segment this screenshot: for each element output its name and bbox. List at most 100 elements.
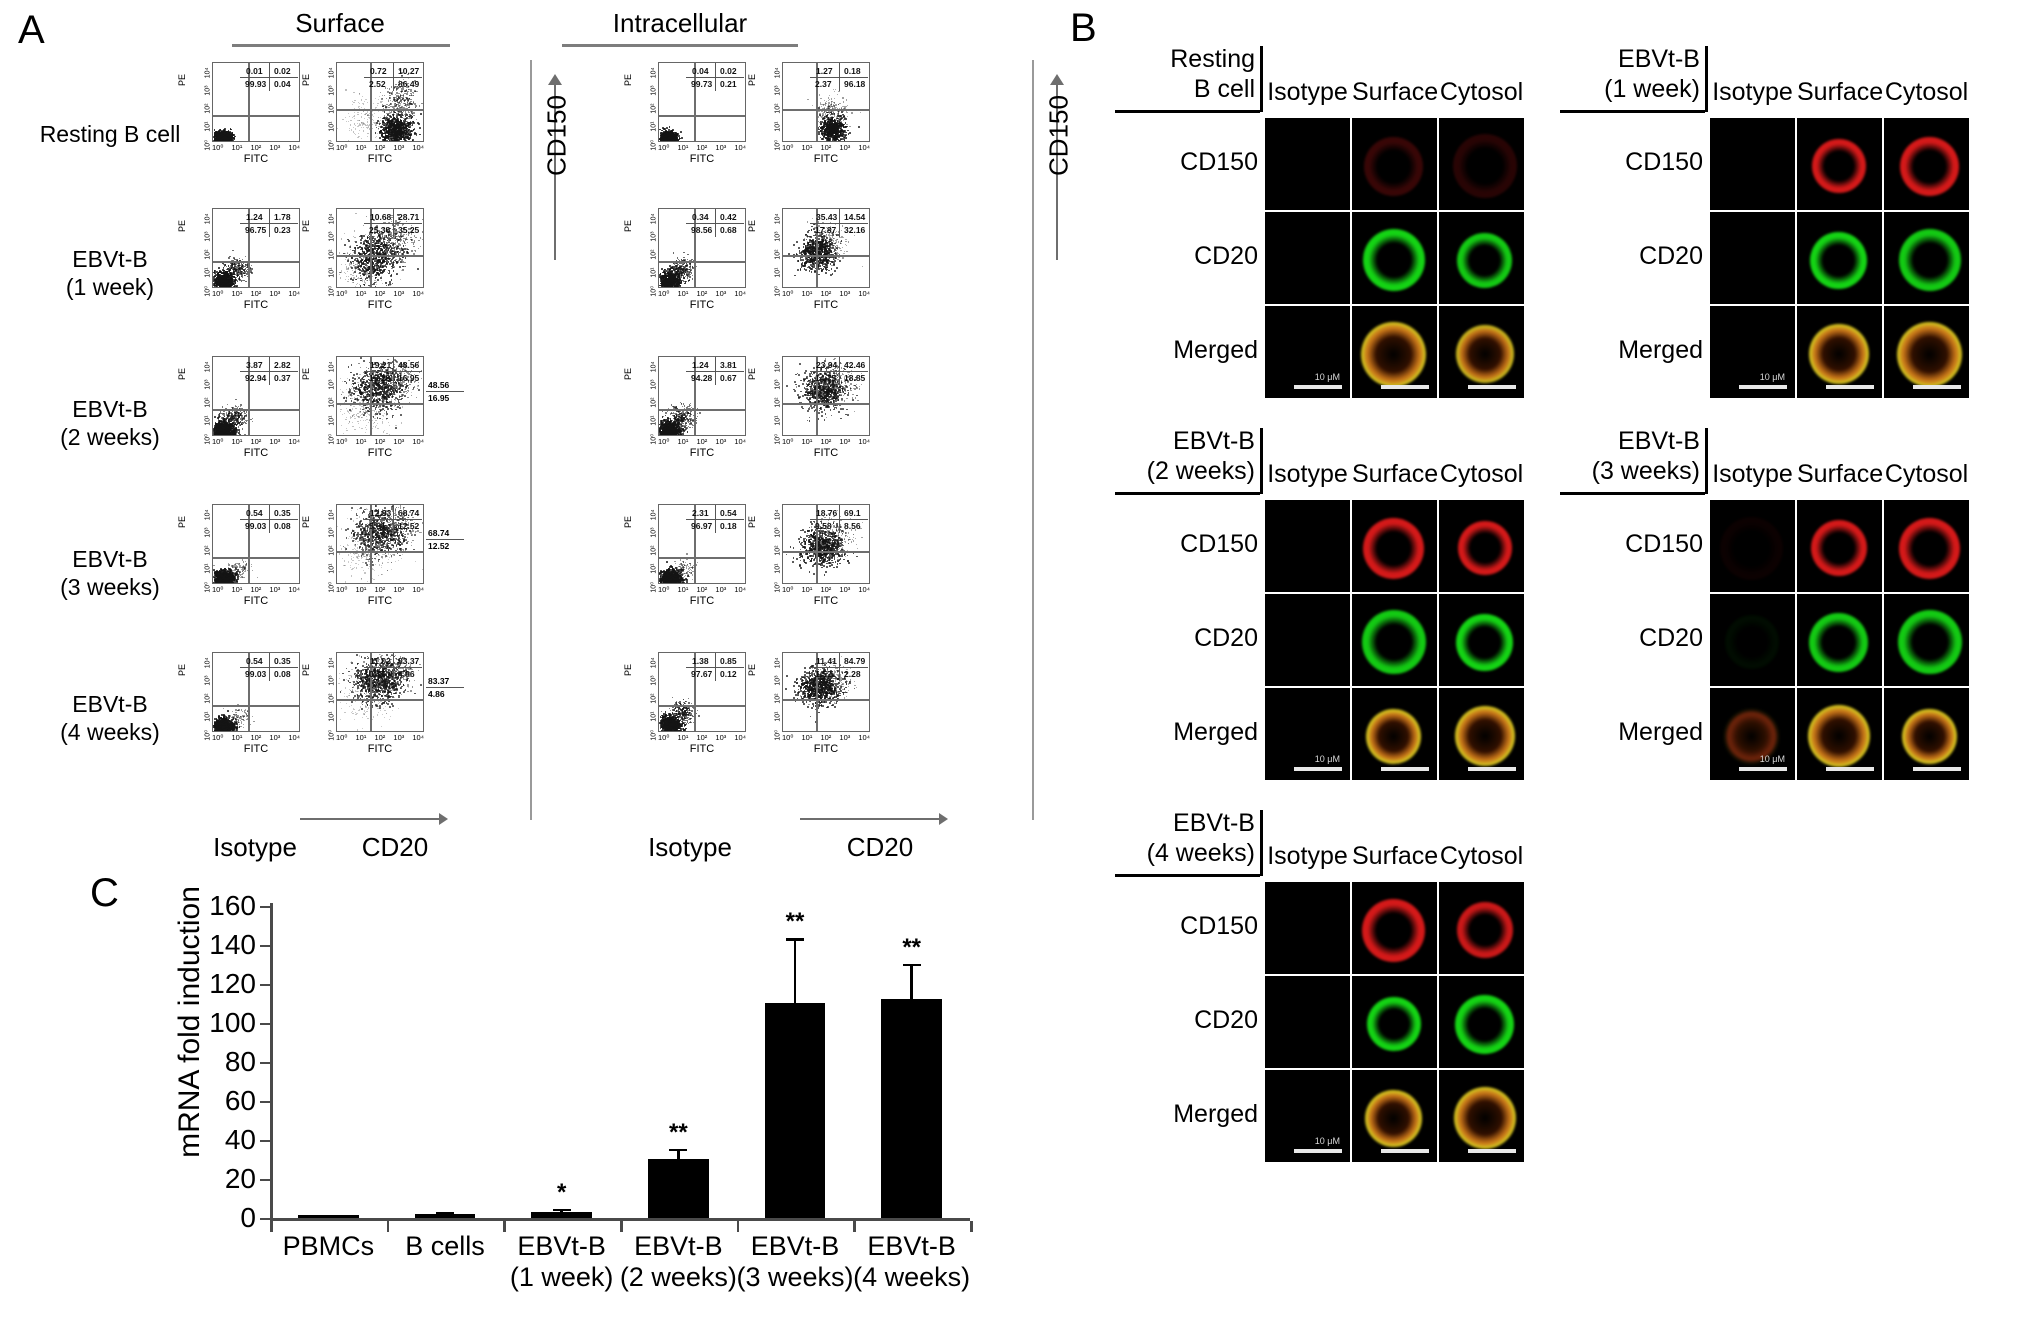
quad-num-vline [393,505,394,533]
flow-quadrant-hline [659,409,745,411]
quad-num-vline [393,209,394,237]
header-horizontal-rule [1115,110,1260,113]
scale-bar [1826,385,1874,389]
chart-x-category-line1: EBVt-B [832,1231,992,1262]
flow-quadrant-value-ul: 3.87 [246,360,263,370]
cell-fluorescence-blob [1898,610,1962,674]
flow-plot: PE 10⁰ 10¹ 10² 10³ 10⁴ 10⁰ 10¹ 10² 10³ 10⁴ FITC 1.27… [756,58,874,166]
flow-y-ticks: 10⁰ 10¹ 10² 10³ 10⁴ [764,60,778,142]
flow-quadrant-values: 1.24 3.81 94.28 0.67 [658,356,746,396]
flow-plot: PE 10⁰ 10¹ 10² 10³ 10⁴ 10⁰ 10¹ 10² 10³ 10⁴ FITC 1.24… [632,352,750,460]
flow-y-ticks: 10⁰ 10¹ 10² 10³ 10⁴ [318,354,332,436]
panel-c-letter: C [90,873,119,913]
flow-x-ticks: 10⁰ 10¹ 10² 10³ 10⁴ [658,143,746,152]
scale-bar [1739,385,1787,389]
flow-quadrant-hline [337,403,423,405]
cell-fluorescence-blob [1362,610,1426,674]
row-label-line2: (4 weeks) [10,718,210,746]
flow-plot: PE 10⁰ 10¹ 10² 10³ 10⁴ 10⁰ 10¹ 10² 10³ 10⁴ FITC 10.6… [310,204,428,312]
flow-quadrant-value-ll: 96.97 [691,521,712,531]
flow-quadrant-values: 23.94 42.46 14.75 18.85 [782,356,870,396]
flow-quadrant-value-ur: 0.35 [274,508,291,518]
microscopy-row-header-cd150: CD150 [1123,148,1258,177]
group-separator-1 [530,60,532,820]
microscopy-col-header-cytosol: Cytosol [1439,842,1524,871]
microscopy-cell [1884,500,1969,592]
header-horizontal-rule [1115,874,1260,877]
flow-quadrant-value-lr: 35.25 [398,225,419,235]
flow-y-axis-label: PE [177,74,187,86]
flow-y-axis-label: PE [301,664,311,676]
scale-bar [1294,767,1342,771]
flow-quadrant-values: 0.54 0.35 99.03 0.08 [212,504,300,544]
flow-quadrant-value-ur: 0.54 [720,508,737,518]
cell-fluorescence-blob [1457,233,1512,288]
flow-quadrant-value-ur: 0.18 [844,66,861,76]
microscopy-cell [1265,118,1350,210]
cell-fluorescence-blob [1364,137,1423,196]
flow-y-ticks: 10⁰ 10¹ 10² 10³ 10⁴ [318,60,332,142]
flow-quadrant-value-ul: 0.04 [692,66,709,76]
flow-quadrant-value-ul: 23.94 [816,360,837,370]
chart-significance-mark: ** [872,934,952,962]
chart-y-tick [260,945,270,947]
cell-fluorescence-blob [1455,995,1514,1054]
scale-bar [1826,767,1874,771]
flow-quadrant-hline [659,705,745,707]
flow-x-ticks: 10⁰ 10¹ 10² 10³ 10⁴ [336,289,424,298]
flow-quadrant-values: 11.02 83.37 0.75 4.86 [336,652,424,692]
flow-quadrant-value-lr: 0.12 [720,669,737,679]
flow-x-ticks: 10⁰ 10¹ 10² 10³ 10⁴ [782,585,870,594]
microscopy-row-header-merged: Merged [1123,718,1258,747]
chart-y-tick [260,906,270,908]
flow-quadrant-value-ul: 18.76 [816,508,837,518]
microscopy-cell: 10 μM [1265,306,1350,398]
flow-quadrant-value-ll: 0.75 [369,669,386,679]
microscopy-cell: 10 μM [1710,688,1795,780]
flow-y-axis-label: PE [623,74,633,86]
colgroup-rule-intracellular [562,44,798,47]
chart-x-category: EBVt-B (4 weeks) [832,1231,992,1293]
colgroup-title-surface: Surface [230,8,450,39]
microscopy-col-header-cytosol: Cytosol [1439,78,1524,107]
flow-quadrant-value-ur: 14.54 [844,212,865,222]
chart-bar [415,1214,476,1218]
flow-plot: PE 10⁰ 10¹ 10² 10³ 10⁴ 10⁰ 10¹ 10² 10³ 10⁴ FITC 19.2… [310,352,428,460]
microscopy-row-header-cd20: CD20 [1123,624,1258,653]
cd20-arrow-right [800,818,940,820]
flow-quadrant-value-ll: 2.52 [369,79,386,89]
quad-num-vline [839,357,840,385]
microscopy-cell [1797,212,1882,304]
scale-bar [1381,385,1429,389]
chart-error-cap [553,1209,571,1212]
flow-side-value-bottom: 4.86 [428,689,445,699]
colgroup-rule-surface [232,44,450,47]
microscopy-row-header-cd20: CD20 [1568,624,1703,653]
chart-y-tick [260,1179,270,1181]
flow-quadrant-value-lr: 0.68 [720,225,737,235]
block-title-line2: (4 weeks) [1105,838,1255,868]
flow-y-axis-label: PE [301,516,311,528]
flow-y-ticks: 10⁰ 10¹ 10² 10³ 10⁴ [640,650,654,732]
microscopy-cell [1439,500,1524,592]
flow-side-value-bottom: 12.52 [428,541,449,551]
scale-bar [1381,1149,1429,1153]
cell-merge-overlay [1457,1090,1513,1146]
scale-bar-label: 10 μM [1760,372,1785,382]
flow-quadrant-values: 1.38 0.85 97.67 0.12 [658,652,746,692]
flow-quadrant-value-ul: 35.43 [816,212,837,222]
flow-quadrant-values: 0.72 10.27 2.52 86.49 [336,62,424,102]
flow-quadrant-value-ll: 98.56 [691,225,712,235]
microscopy-cell [1797,500,1882,592]
flow-x-ticks: 10⁰ 10¹ 10² 10³ 10⁴ [658,585,746,594]
flow-quadrant-value-ll: 9.58 [815,521,832,531]
flow-quadrant-value-lr: 0.21 [720,79,737,89]
flow-quadrant-value-ul: 0.72 [370,66,387,76]
row-label-line2: (3 weeks) [10,573,210,601]
microscopy-col-header-isotype: Isotype [1265,842,1350,871]
flow-quadrant-hline [213,705,299,707]
flow-y-ticks: 10⁰ 10¹ 10² 10³ 10⁴ [194,650,208,732]
microscopy-cell: 10 μM [1710,306,1795,398]
flow-side-divider [426,391,464,392]
row-label-line2: (1 week) [10,273,210,301]
